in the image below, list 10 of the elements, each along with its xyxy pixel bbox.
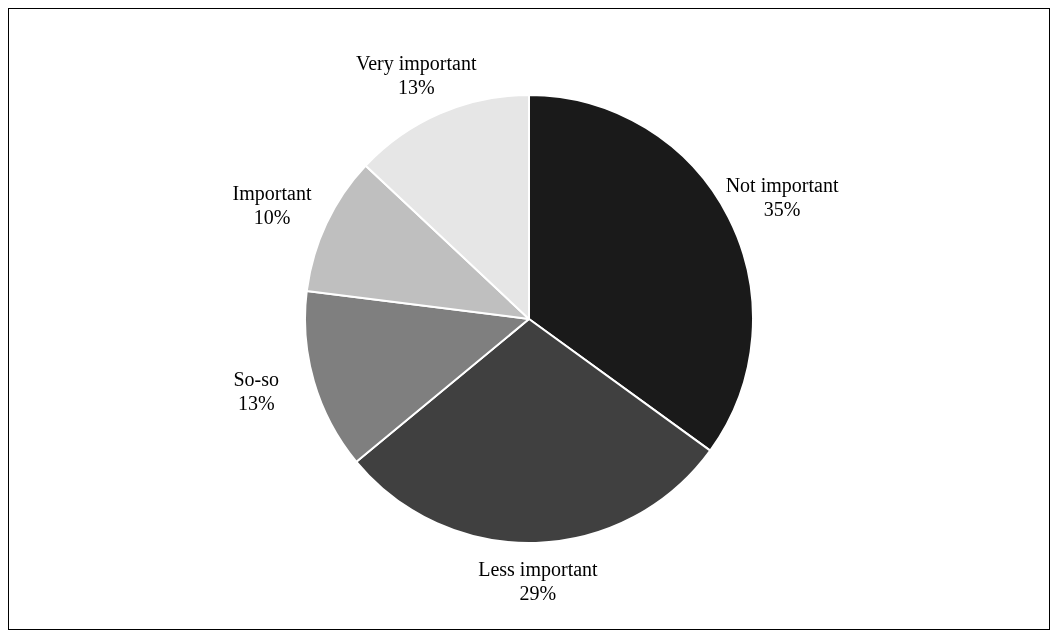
data-label: 13% [237,391,275,414]
slice-label: So-so [233,367,280,390]
data-label: 13% [397,75,435,98]
data-label: 35% [763,198,801,221]
data-label: 29% [519,582,557,605]
slice-label: Not important [725,174,839,198]
slice-label: Very important [355,51,477,75]
data-label: 10% [253,205,291,228]
slice-label: Less important [478,558,599,582]
slice-label: Important [232,181,312,205]
